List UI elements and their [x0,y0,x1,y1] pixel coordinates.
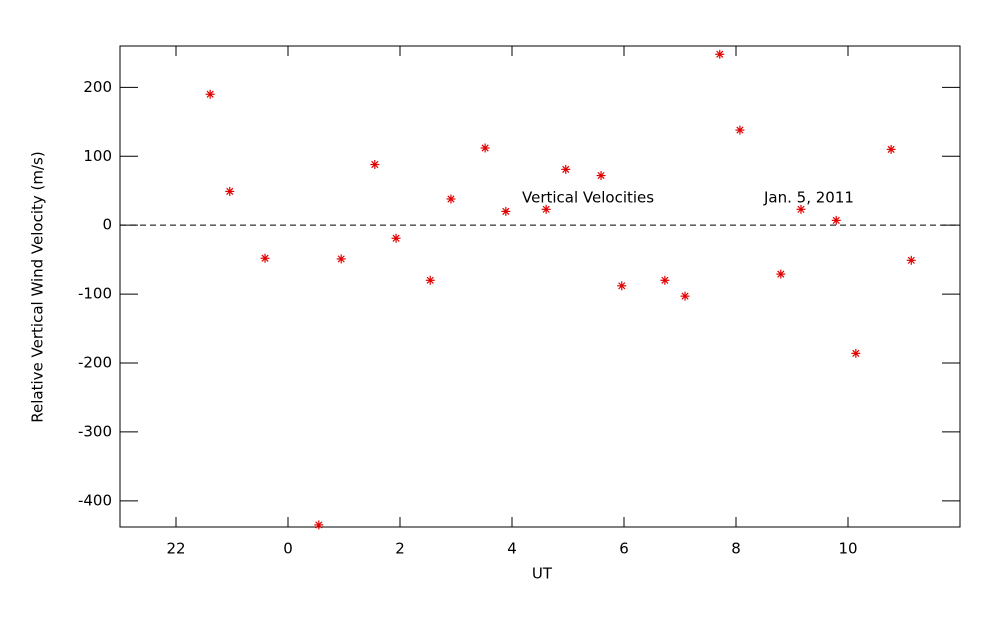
point [370,160,380,170]
y-axis-label: Relative Vertical Wind Velocity (m/s) [29,151,47,422]
point [480,143,490,153]
point [561,164,571,174]
point [906,255,916,265]
x-tick-label: 0 [283,540,293,558]
point-stroke [502,207,510,215]
y-tick-label: -200 [78,353,112,371]
point [617,281,627,291]
point-stroke [777,270,785,278]
point-stroke [832,216,840,224]
point [314,520,324,530]
y-tick-label: 0 [102,216,112,234]
point-stroke [716,50,724,58]
point [735,125,745,135]
x-tick-label: 8 [731,540,741,558]
x-tick-label: 4 [507,540,517,558]
point [831,215,841,225]
point-stroke [852,349,860,357]
point-stroke [392,234,400,242]
point [776,269,786,279]
point [886,144,896,154]
x-axis-label: UT [532,565,553,583]
point-stroke [337,255,345,263]
point-stroke [226,187,234,196]
point [796,204,806,214]
point-stroke [907,256,915,264]
point [336,254,346,264]
y-tick-label: 200 [83,78,112,96]
point-stroke [661,276,669,284]
point [715,49,725,59]
point [205,89,215,99]
x-tick-label: 22 [166,540,185,558]
point-stroke [315,521,323,529]
point-stroke [681,292,689,300]
y-tick-label: 100 [83,147,112,165]
point [225,186,235,196]
point-stroke [597,171,605,180]
point-stroke [887,145,895,153]
point-stroke [447,195,455,203]
point-stroke [542,205,550,213]
point-stroke [261,254,269,262]
point [391,233,401,243]
point [425,275,435,285]
point-stroke [481,144,489,152]
point [446,194,456,204]
plot-frame [119,45,961,528]
point-stroke [562,165,570,173]
point-stroke [426,276,434,284]
annotation: Jan. 5, 2011 [763,189,854,207]
point-stroke [797,205,805,213]
point-stroke [618,282,626,290]
y-tick-label: -100 [78,285,112,303]
point [260,253,270,263]
point [660,275,670,285]
point [851,348,861,358]
y-tick-label: -400 [78,491,112,509]
point-stroke [206,90,214,98]
point-stroke [736,126,744,134]
point [541,204,551,214]
y-tick-label: -300 [78,422,112,440]
point [501,206,511,216]
x-tick-label: 6 [619,540,629,558]
x-tick-label: 2 [395,540,405,558]
annotation: Vertical Velocities [522,189,654,207]
point [680,291,690,301]
x-tick-label: 10 [838,540,857,558]
point-stroke [371,160,379,169]
point [596,171,606,181]
